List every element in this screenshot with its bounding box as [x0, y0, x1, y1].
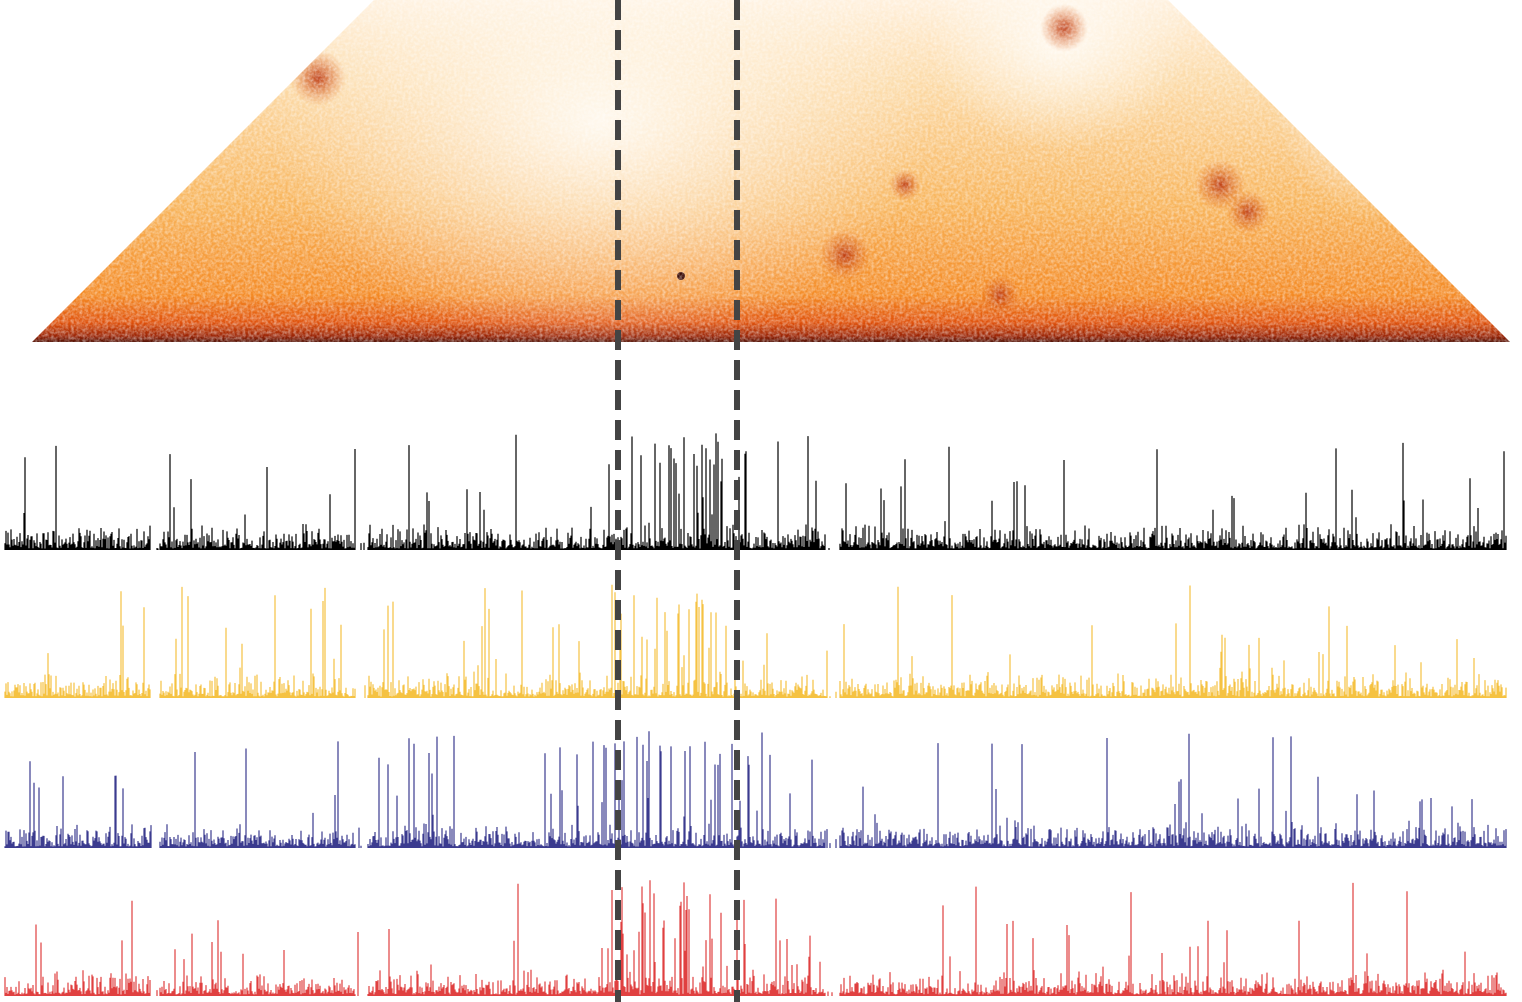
signal-track	[4, 433, 1507, 550]
signal-track	[4, 731, 1507, 848]
signal-tracks	[4, 433, 1507, 996]
contact-map	[32, 0, 1510, 342]
signal-track	[4, 584, 1507, 698]
heatmap-texture	[32, 0, 1510, 342]
signal-track	[4, 880, 1507, 996]
